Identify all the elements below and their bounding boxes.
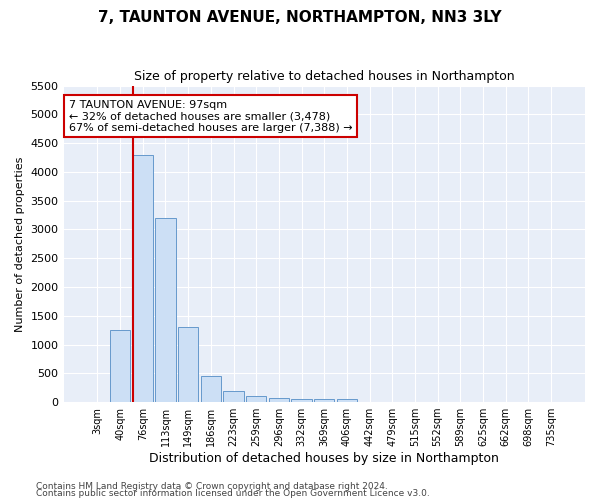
Bar <box>337 399 357 402</box>
Bar <box>223 390 244 402</box>
Bar <box>314 399 334 402</box>
Bar <box>178 328 199 402</box>
Bar <box>133 154 153 402</box>
Bar <box>269 398 289 402</box>
Bar <box>155 218 176 402</box>
Bar <box>110 330 130 402</box>
X-axis label: Distribution of detached houses by size in Northampton: Distribution of detached houses by size … <box>149 452 499 465</box>
Y-axis label: Number of detached properties: Number of detached properties <box>15 156 25 332</box>
Bar <box>246 396 266 402</box>
Title: Size of property relative to detached houses in Northampton: Size of property relative to detached ho… <box>134 70 515 83</box>
Text: Contains public sector information licensed under the Open Government Licence v3: Contains public sector information licen… <box>36 489 430 498</box>
Text: 7 TAUNTON AVENUE: 97sqm
← 32% of detached houses are smaller (3,478)
67% of semi: 7 TAUNTON AVENUE: 97sqm ← 32% of detache… <box>69 100 352 133</box>
Text: Contains HM Land Registry data © Crown copyright and database right 2024.: Contains HM Land Registry data © Crown c… <box>36 482 388 491</box>
Text: 7, TAUNTON AVENUE, NORTHAMPTON, NN3 3LY: 7, TAUNTON AVENUE, NORTHAMPTON, NN3 3LY <box>98 10 502 25</box>
Bar <box>292 399 312 402</box>
Bar <box>200 376 221 402</box>
